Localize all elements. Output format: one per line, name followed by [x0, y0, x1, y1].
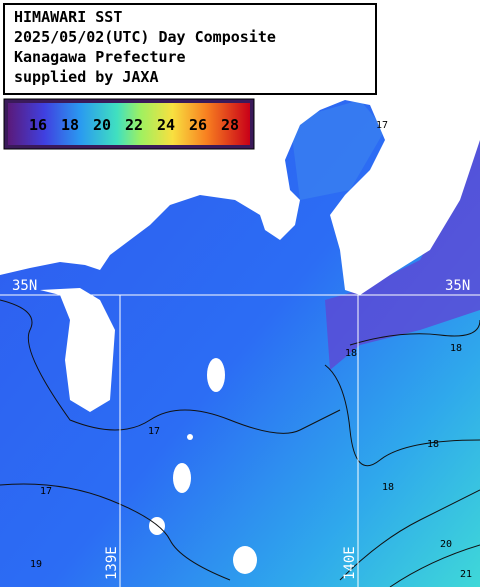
colorbar-label: 28 [221, 116, 239, 134]
peninsula [40, 288, 115, 412]
colorbar-label: 18 [61, 116, 79, 134]
contour-label: 19 [30, 559, 42, 570]
colorbar-label: 16 [29, 116, 47, 134]
island [207, 358, 225, 392]
island [444, 0, 480, 13]
colorbar-labels: 16 18 20 22 24 26 28 [29, 116, 239, 134]
contour-label: 17 [148, 426, 160, 437]
contour [349, 319, 480, 346]
title-line: Kanagawa Prefecture [14, 48, 186, 66]
contour-label: 17 [40, 486, 52, 497]
contour [339, 489, 480, 581]
contour [0, 483, 231, 581]
contour-label: 17 [376, 120, 388, 131]
colorbar-label: 22 [125, 116, 143, 134]
title-line: supplied by JAXA [14, 68, 159, 86]
colorbar [8, 103, 250, 145]
contour-label: 18 [427, 439, 439, 450]
title: HIMAWARI SST 2025/05/02(UTC) Day Composit… [14, 8, 276, 86]
contour [324, 364, 480, 467]
contour-label: 18 [450, 343, 462, 354]
contour-labels: 17 17 17 18 18 18 18 19 20 21 [30, 120, 472, 580]
grid-label: 35N [12, 278, 37, 294]
contour-label: 18 [345, 348, 357, 359]
colorbar-label: 24 [157, 116, 175, 134]
title-line: HIMAWARI SST [14, 8, 122, 26]
contour-label: 21 [460, 569, 472, 580]
colorbar-label: 20 [93, 116, 111, 134]
island [233, 546, 257, 574]
grid-label: 140E [342, 546, 358, 580]
title-line: 2025/05/02(UTC) Day Composite [14, 28, 276, 46]
grid-label: 35N [445, 278, 470, 294]
grid-label: 139E [104, 546, 120, 580]
island [149, 517, 165, 535]
bay-water [290, 100, 385, 200]
colorbar-label: 26 [189, 116, 207, 134]
contour-label: 20 [440, 539, 452, 550]
island [187, 434, 193, 440]
contour [389, 544, 480, 587]
island [173, 463, 191, 493]
warm-region [325, 140, 480, 370]
contour [0, 299, 341, 434]
title-box [3, 3, 377, 95]
contour-label: 18 [382, 482, 394, 493]
